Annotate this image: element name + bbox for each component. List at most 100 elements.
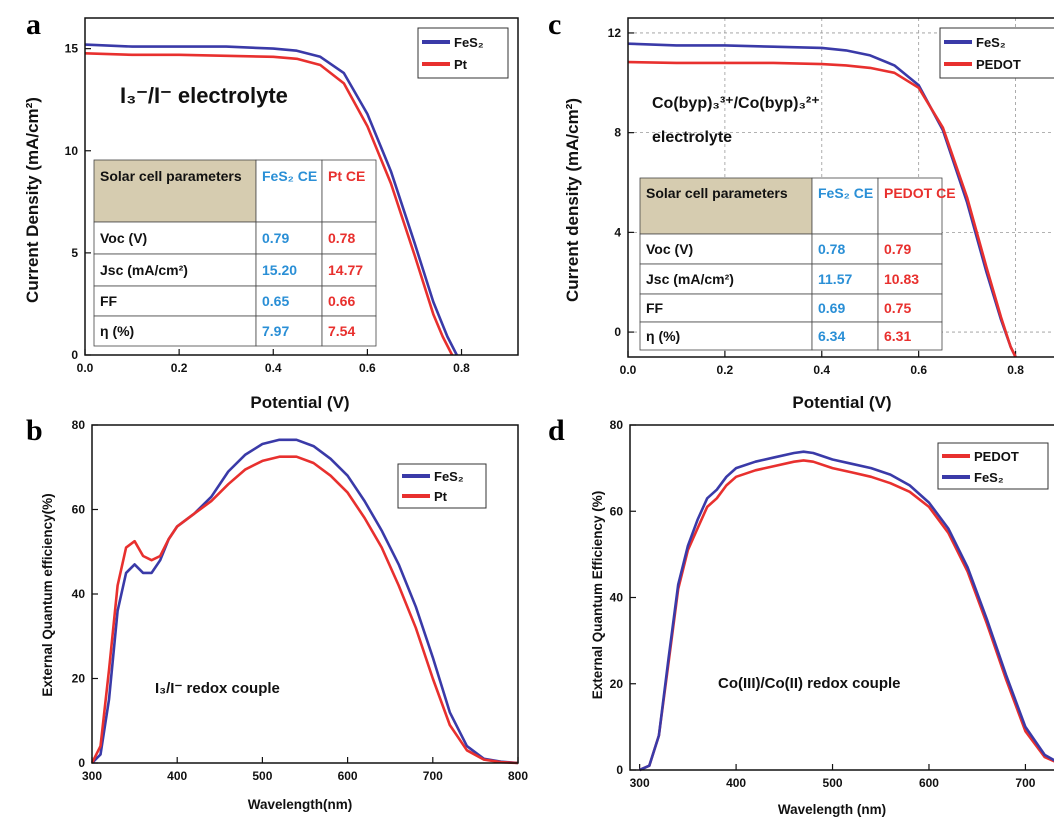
- series-line-reference: [627, 60, 1017, 358]
- x-tick-label: 700: [1015, 776, 1035, 790]
- series-line-reference: [90, 455, 519, 765]
- table-a-r4-param: η (%): [100, 323, 134, 339]
- table-c-r3-fes2: 0.69: [818, 300, 845, 316]
- x-tick-label: 300: [630, 776, 650, 790]
- y-tick-label: 10: [65, 144, 79, 158]
- panel-b-legend-pt: Pt: [434, 489, 448, 504]
- panel-b-letter: b: [26, 414, 43, 447]
- table-c-r3-param: FF: [646, 300, 664, 316]
- panel-d-annotation: Co(III)/Co(II) redox couple: [718, 675, 901, 692]
- y-tick-label: 12: [608, 26, 622, 40]
- table-c-r4-param: η (%): [646, 328, 680, 344]
- x-tick-label: 0.8: [453, 361, 470, 375]
- series-line-reference: [639, 459, 1054, 772]
- series-line-fes2: [91, 438, 519, 765]
- table-c-header-param: Solar cell parameters: [646, 185, 788, 201]
- x-tick-label: 0.6: [359, 361, 376, 375]
- panel-b-annotation: I₃/I⁻ redox couple: [155, 680, 280, 697]
- panel-d-letter: d: [548, 414, 565, 447]
- y-tick-label: 8: [614, 126, 621, 140]
- y-tick-label: 60: [610, 504, 624, 518]
- y-tick-label: 4: [614, 225, 621, 239]
- table-c-r1-pedot: 0.79: [884, 241, 911, 257]
- table-c-header-fes2: FeS₂ CE: [818, 185, 873, 201]
- panel-c-annotation-line2: electrolyte: [652, 129, 732, 146]
- table-a-r1-fes2: 0.79: [262, 230, 289, 246]
- table-a-r3-param: FF: [100, 293, 118, 309]
- x-tick-label: 600: [338, 769, 358, 783]
- panel-a-ylabel: Current Density (mA/cm²): [23, 97, 42, 303]
- y-tick-label: 20: [72, 672, 86, 686]
- x-tick-label: 0.4: [813, 363, 830, 377]
- panel-a-annotation: I₃⁻/I⁻ electrolyte: [120, 83, 288, 108]
- x-tick-label: 500: [823, 776, 843, 790]
- table-a-r1-pt: 0.78: [328, 230, 355, 246]
- table-c-r3-pedot: 0.75: [884, 300, 911, 316]
- panel-d-ylabel: External Quantum Efficiency (%): [590, 491, 605, 700]
- panel-c-xlabel: Potential (V): [792, 393, 891, 412]
- y-tick-label: 0: [71, 348, 78, 362]
- panel-b-legend-box: [397, 463, 487, 509]
- y-tick-label: 0: [78, 756, 85, 770]
- y-tick-label: 40: [610, 591, 624, 605]
- table-c-r4-fes2: 6.34: [818, 328, 845, 344]
- table-a-header-fes2: FeS₂ CE: [262, 168, 317, 184]
- table-a-header-pt: Pt CE: [328, 168, 365, 184]
- panel-d-legend-fes2: FeS₂: [974, 470, 1004, 485]
- panel-b-series: [90, 438, 519, 765]
- panel-d: d External Quantum Efficiency (%) Wavele…: [548, 414, 1054, 817]
- table-a-r3-fes2: 0.65: [262, 293, 289, 309]
- panel-d-legend: PEDOT FeS₂: [937, 442, 1049, 490]
- panel-c-ylabel: Current density (mA/cm²): [563, 98, 582, 302]
- table-a-r3-pt: 0.66: [328, 293, 355, 309]
- x-tick-label: 0.2: [171, 361, 188, 375]
- table-c-r2-pedot: 10.83: [884, 271, 919, 287]
- y-tick-label: 80: [610, 418, 624, 432]
- panel-b-legend-fes2: FeS₂: [434, 469, 464, 484]
- x-tick-label: 600: [919, 776, 939, 790]
- panel-a-legend-pt: Pt: [454, 57, 468, 72]
- table-c-r1-fes2: 0.78: [818, 241, 845, 257]
- x-tick-label: 500: [252, 769, 272, 783]
- x-tick-label: 0.0: [620, 363, 637, 377]
- y-tick-label: 20: [610, 677, 624, 691]
- panel-d-legend-box: [937, 442, 1049, 490]
- x-tick-label: 400: [167, 769, 187, 783]
- panel-b-legend: FeS₂ Pt: [397, 463, 487, 509]
- y-tick-label: 0: [616, 763, 623, 777]
- panel-b-ylabel: External Quantum efficiency(%): [40, 493, 55, 696]
- panel-b-ticks: 300 400 500 600 700 800 0 20 40 60 80: [72, 418, 529, 783]
- y-tick-label: 60: [72, 503, 86, 517]
- table-c-header-pedot: PEDOT CE: [884, 185, 956, 201]
- table-c-r4-pedot: 6.31: [884, 328, 911, 344]
- table-a-r1-param: Voc (V): [100, 230, 147, 246]
- x-tick-label: 0.0: [77, 361, 94, 375]
- panel-c: c Current density (mA/cm²) Potential (V)…: [548, 8, 1054, 412]
- x-tick-label: 0.6: [910, 363, 927, 377]
- table-a-r4-pt: 7.54: [328, 323, 355, 339]
- panel-b: b External Quantum efficiency(%) Wavelen…: [26, 414, 528, 812]
- y-tick-label: 0: [614, 325, 621, 339]
- panel-a-xlabel: Potential (V): [250, 393, 349, 412]
- y-tick-label: 5: [71, 246, 78, 260]
- panel-a-table: Solar cell parameters FeS₂ CE Pt CE Voc …: [93, 159, 377, 347]
- table-c-r1-param: Voc (V): [646, 241, 693, 257]
- table-a-header-param: Solar cell parameters: [100, 168, 242, 184]
- table-c-r2-param: Jsc (mA/cm²): [646, 271, 734, 287]
- table-a-r2-pt: 14.77: [328, 262, 363, 278]
- panel-c-frame: [627, 17, 1054, 358]
- table-a-r2-param: Jsc (mA/cm²): [100, 262, 188, 278]
- x-tick-label: 700: [423, 769, 443, 783]
- panel-c-series: [627, 42, 1017, 358]
- panel-a: a Current Density (mA/cm²) Potential (V)…: [23, 8, 519, 412]
- panel-c-legend-pedot: PEDOT: [976, 57, 1021, 72]
- panel-c-annotation-line1: Co(byp)₃³⁺/Co(byp)₃²⁺: [652, 95, 820, 112]
- y-tick-label: 80: [72, 418, 86, 432]
- panel-c-letter: c: [548, 8, 561, 41]
- panel-d-frame: [629, 424, 1054, 771]
- x-tick-label: 0.4: [265, 361, 282, 375]
- panel-a-legend: FeS₂ Pt: [417, 27, 509, 79]
- x-tick-label: 0.8: [1007, 363, 1024, 377]
- x-tick-label: 400: [726, 776, 746, 790]
